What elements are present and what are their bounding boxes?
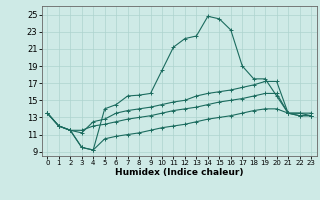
- X-axis label: Humidex (Indice chaleur): Humidex (Indice chaleur): [115, 168, 244, 177]
